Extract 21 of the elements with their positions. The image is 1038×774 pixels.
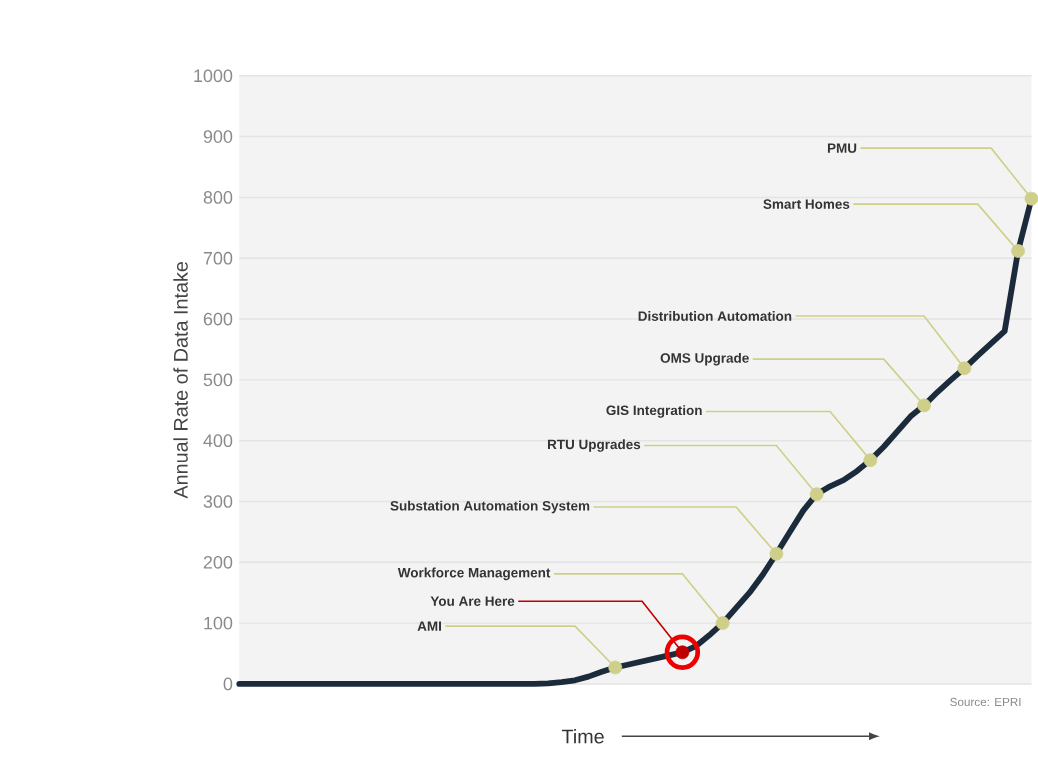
- y-tick-label: 700: [203, 251, 233, 265]
- point: [809, 487, 824, 501]
- y-tick-label: 300: [203, 495, 233, 508]
- point: [769, 546, 784, 561]
- y-tick-label: 900: [203, 130, 233, 143]
- y-tick-label: 200: [203, 555, 233, 569]
- y-tick-label: 400: [203, 434, 233, 447]
- point: [715, 616, 730, 630]
- x-axis-title: Time: [561, 728, 604, 744]
- point: [1011, 244, 1025, 258]
- y-tick-label: 500: [203, 373, 233, 387]
- y-tick-label: 0: [223, 677, 233, 691]
- point: [608, 660, 623, 675]
- y-tick-label: 800: [203, 190, 233, 204]
- point: [917, 398, 931, 413]
- y-axis-title: Annual Rate of Data Intake: [173, 261, 188, 499]
- y-tick-label: 100: [204, 616, 233, 630]
- y-tick-label: 600: [203, 312, 233, 326]
- point: [957, 361, 972, 376]
- point: [863, 453, 878, 467]
- y-tick-label: 1000: [194, 69, 233, 83]
